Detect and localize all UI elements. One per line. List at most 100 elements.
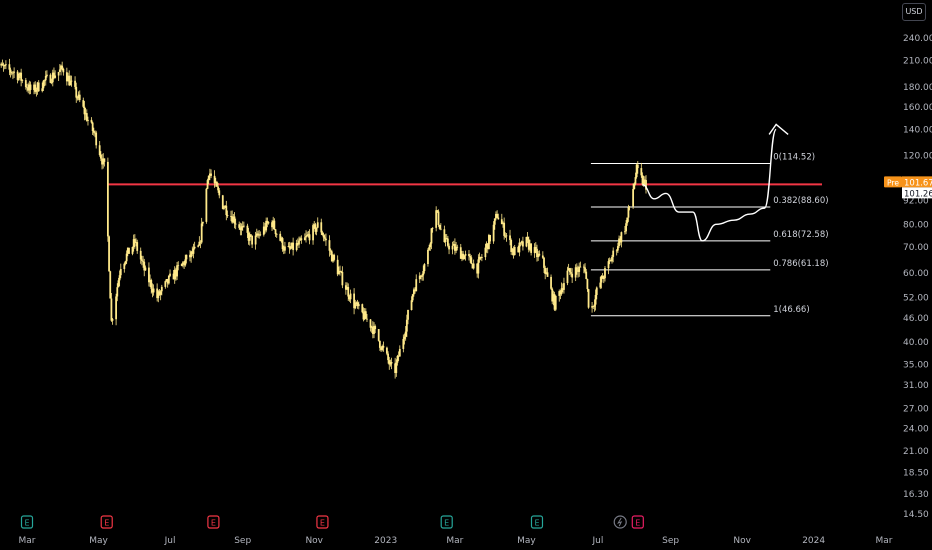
candle-body (390, 362, 393, 364)
x-tick-label: 2023 (374, 536, 397, 546)
candle-body (635, 164, 638, 178)
fibonacci-retracement[interactable]: 0(114.52) 0.382(88.60) 0.618(72.58) 0.786(6… (590, 152, 829, 317)
time-axis[interactable]: Mar May Jul Sep Nov 2023 Mar May Jul Sep Nov 2024 Ma… (19, 536, 893, 546)
candle-body (68, 75, 71, 86)
candle-body (428, 247, 431, 250)
candle-body (307, 234, 310, 236)
candle-body (33, 84, 35, 90)
candle-body (504, 235, 507, 237)
candle-body (58, 69, 61, 72)
candle-body (21, 80, 24, 81)
candle-body (152, 288, 155, 293)
candle-body (480, 257, 483, 259)
candle-body (280, 238, 283, 241)
y-tick-label: 16.30 (903, 490, 929, 500)
candle-body (418, 275, 421, 280)
candle-body (488, 235, 490, 250)
candle-body (546, 272, 549, 277)
candle-body (110, 298, 113, 321)
candle-body (258, 234, 261, 236)
candle-body (216, 181, 218, 187)
candle-body (135, 242, 137, 243)
candle-body (592, 306, 595, 307)
candle-body (46, 74, 48, 76)
candle-body (240, 226, 243, 231)
projection-path[interactable] (642, 123, 789, 242)
candle-body (95, 132, 98, 146)
candle-body (574, 267, 577, 278)
candle-body (609, 260, 612, 262)
candle-body (344, 285, 347, 290)
candle-body (607, 261, 610, 269)
candle-body (117, 280, 120, 288)
candle-body (587, 289, 590, 308)
candle-body (364, 311, 367, 319)
candle-body (600, 275, 603, 283)
x-tick-label: Sep (234, 536, 251, 546)
candle-body (34, 84, 37, 92)
candle-body (172, 273, 175, 280)
candle-body (471, 263, 474, 269)
candle-body (544, 267, 547, 274)
price-axis[interactable]: 240.00 210.00 180.00 160.00 140.00 120.00 92.0… (903, 34, 932, 520)
candle-body (264, 226, 266, 231)
candle-body (455, 246, 457, 251)
candle-body (61, 65, 64, 69)
candle-body (479, 256, 482, 259)
candle-body (500, 219, 503, 225)
candle-body (502, 222, 504, 225)
candle-body (503, 222, 506, 236)
candle-body (431, 227, 434, 229)
candle-body (69, 80, 72, 86)
y-tick-label: 92.00 (903, 197, 929, 207)
candle-body (84, 113, 87, 115)
candle-body (341, 271, 344, 286)
candle-body (234, 223, 237, 225)
candle-body (279, 233, 282, 241)
earnings-event-icon (440, 515, 453, 529)
candle-body (37, 82, 40, 92)
fib-level-label: 0(114.52) (773, 152, 815, 162)
candle-body (554, 295, 557, 310)
candle-body (561, 288, 564, 290)
candle-body (0, 63, 3, 66)
candle-body (626, 217, 629, 224)
candle-body (470, 257, 473, 264)
candle-body (53, 72, 55, 78)
candle-body (251, 235, 253, 245)
candle-body (369, 319, 372, 328)
candle-body (462, 253, 465, 260)
candle-body (259, 234, 262, 236)
candle-body (298, 240, 300, 245)
candle-body (336, 259, 339, 275)
candle-body (543, 257, 545, 268)
x-tick-label: Nov (733, 536, 751, 546)
y-tick-label: 180.00 (903, 83, 932, 93)
candle-body (57, 71, 60, 76)
candle-body (75, 86, 78, 98)
candle-body (28, 84, 31, 91)
candle-body (371, 326, 374, 334)
candle-body (640, 168, 643, 176)
candle-body (560, 288, 563, 295)
candle-body (563, 283, 565, 290)
candle-body (41, 88, 44, 92)
candle-body (142, 260, 144, 262)
candle-body (133, 239, 136, 243)
candle-body (167, 275, 170, 284)
candle-body (552, 294, 555, 302)
candle-body (248, 234, 251, 241)
candle-body (593, 304, 596, 307)
candle-body (386, 347, 388, 354)
candle-body (591, 306, 593, 308)
candle-body (26, 87, 28, 88)
candle-body (510, 240, 513, 252)
candle-body (619, 238, 622, 243)
candle-body (604, 268, 606, 279)
candle-body (454, 244, 456, 251)
candle-body (513, 247, 516, 255)
candle-body (139, 250, 142, 260)
currency-button[interactable]: USD (902, 3, 926, 21)
